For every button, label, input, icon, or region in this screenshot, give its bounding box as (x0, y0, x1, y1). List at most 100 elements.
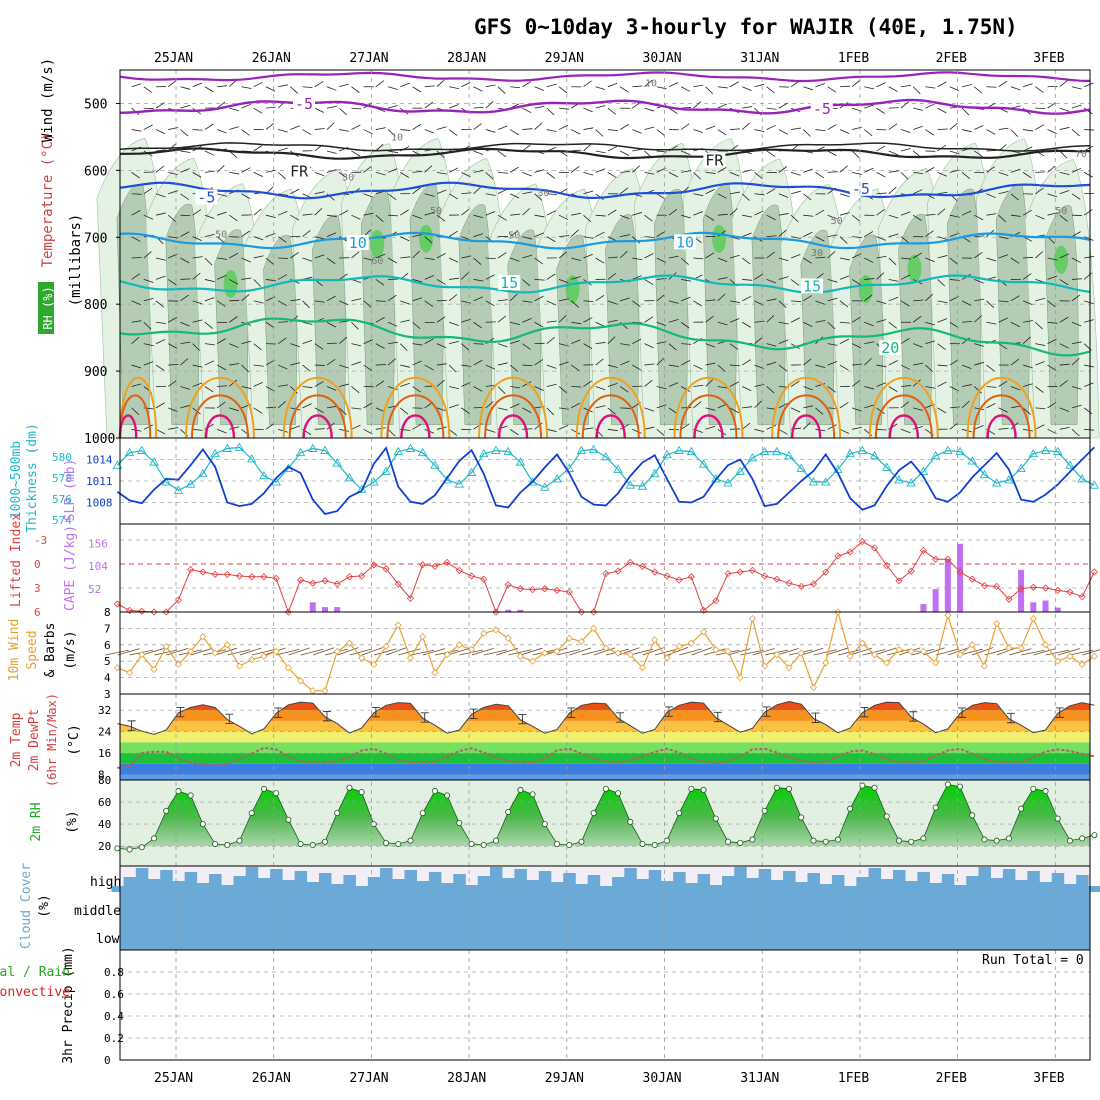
wind-speed-point (724, 647, 732, 655)
rh-region-mid (458, 204, 493, 425)
upper-wind-barb (558, 124, 569, 130)
rh-region-mid (947, 188, 981, 425)
upper-wind-barb (412, 187, 421, 195)
wind-barb (960, 648, 983, 656)
cape-bar (932, 589, 939, 612)
cloud-high-bar (489, 867, 503, 892)
upper-wind-barb (668, 255, 679, 259)
upper-wind-barb (754, 337, 763, 344)
wind-speed-point (541, 649, 549, 657)
upper-wind-barb (216, 193, 227, 197)
wind-barb (813, 649, 837, 656)
upper-wind-barb (742, 386, 752, 392)
temp-minmax-bar (909, 711, 918, 722)
upper-wind-barb (424, 165, 433, 173)
upper-wind-barb (400, 82, 410, 88)
upper-wind-barb (778, 428, 788, 435)
upper-wind-barb (949, 422, 958, 430)
diurnal-arch (386, 394, 445, 439)
upper-wind-barb (277, 274, 288, 280)
rh2m-point (712, 815, 719, 822)
upper-wind-barb (1022, 172, 1032, 179)
lifted-index-point (138, 607, 146, 615)
upper-wind-barb (326, 257, 336, 265)
upper-wind-barb (595, 257, 605, 264)
wind10-label-1: 10m Wind (7, 619, 22, 682)
upper-wind-barb (766, 188, 776, 195)
lifted-index-point (174, 596, 183, 604)
upper-wind-barb (278, 384, 289, 387)
upper-wind-barb (351, 361, 362, 366)
lifted-ytick: 3 (34, 582, 41, 595)
rh-legend-swatch (38, 282, 54, 334)
upper-wind-barb (778, 339, 789, 345)
upper-rh-label: RH (%) (41, 286, 55, 329)
upper-wind-barb (571, 428, 581, 435)
thickness-point (662, 449, 672, 459)
upper-wind-barb (913, 171, 924, 174)
upper-wind-barb (473, 343, 484, 345)
upper-ytick: 900 (84, 365, 107, 380)
upper-wind-barb (167, 214, 177, 222)
upper-wind-barb (522, 407, 532, 414)
lifted-index-point (419, 561, 427, 569)
upper-wind-barb (790, 407, 801, 413)
upper-wind-barb (558, 86, 568, 94)
upper-wind-barb (387, 86, 398, 90)
upper-wind-barb (534, 295, 544, 302)
precip-ytick: 0 (104, 1054, 111, 1067)
upper-wind-barb (595, 86, 606, 91)
upper-wind-barb (571, 276, 581, 280)
wind-speed-point (199, 633, 207, 641)
upper-wind-barb (497, 362, 508, 366)
upper-wind-barb (619, 86, 629, 93)
cloud-high-bar (282, 880, 295, 892)
upper-wind-barb (900, 172, 909, 180)
upper-wind-barb (448, 193, 458, 200)
lifted-index-point (651, 568, 659, 576)
upper-wind-barb (485, 129, 496, 133)
upper-wind-barb (424, 129, 435, 134)
upper-wind-barb (925, 386, 936, 389)
upper-temp-label: Temperature (°C) (40, 133, 56, 268)
upper-wind-barb (693, 257, 704, 260)
cloud-high-bar (135, 868, 149, 892)
day-gridlines (119, 69, 1091, 1061)
upper-wind-barb (412, 423, 422, 430)
upper-wind-barb (155, 257, 166, 261)
upper-wind-barb (351, 424, 361, 430)
upper-wind-barb (607, 256, 618, 259)
lifted-index-point (248, 573, 256, 581)
upper-wind-barb (229, 279, 239, 285)
upper-wind-barb (717, 321, 728, 326)
upper-wind-barb (607, 364, 618, 368)
upper-wind-barb (131, 236, 141, 242)
date-label-top: 26JAN (252, 51, 291, 66)
upper-wind-barb (998, 80, 1008, 88)
upper-wind-barb (204, 386, 214, 393)
wind-barb (373, 648, 397, 656)
lifted-index-point (761, 572, 769, 580)
upper-wind-barb (1010, 386, 1021, 391)
diurnal-arch (478, 376, 549, 439)
upper-wind-barb (1035, 361, 1045, 366)
thickness-point (332, 458, 342, 467)
lifted-index-point (919, 546, 927, 554)
upper-wind-barb (974, 343, 984, 347)
upper-wind-barb (253, 407, 263, 414)
upper-wind-barb (143, 214, 154, 220)
upper-ytick: 700 (84, 231, 107, 246)
upper-wind-barb (1035, 343, 1046, 346)
upper-wind-barb (607, 300, 618, 305)
upper-wind-barb (180, 257, 190, 264)
upper-wind-barb (400, 300, 410, 305)
diurnal-arch (119, 394, 152, 439)
upper-wind-barb (839, 364, 849, 371)
cloud-high-bar (624, 868, 637, 892)
upper-wind-barb (302, 300, 310, 309)
upper-wind-barb (424, 101, 433, 109)
cloud-high-bar (245, 867, 259, 892)
upper-wind-barb (986, 364, 995, 372)
temp-band (120, 742, 1090, 754)
upper-wind-barb (693, 129, 704, 133)
